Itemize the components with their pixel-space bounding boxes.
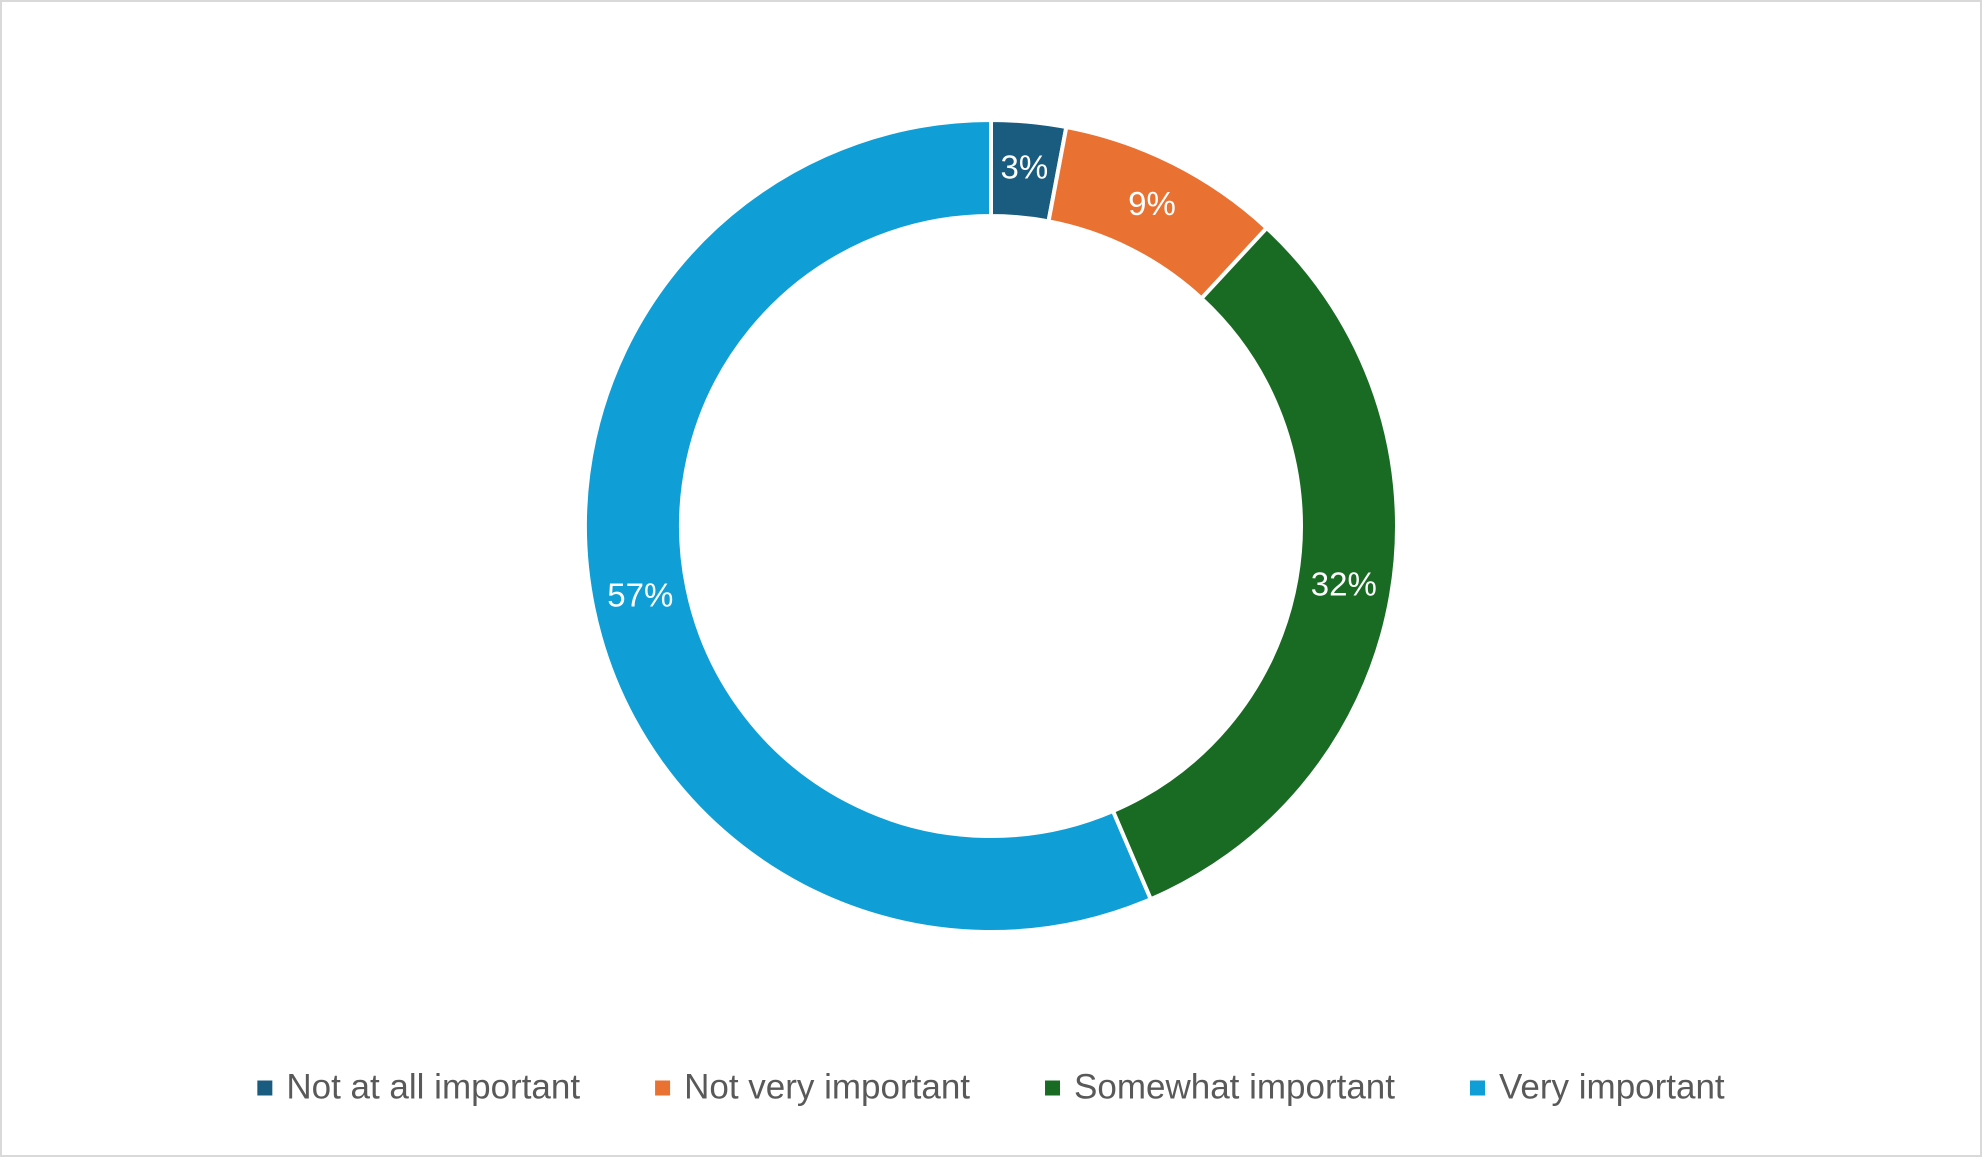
data-label: 3%: [1001, 148, 1049, 185]
legend-label: Somewhat important: [1074, 1067, 1395, 1106]
legend-swatch: [257, 1080, 273, 1096]
legend-label: Not very important: [684, 1067, 970, 1106]
legend-swatch: [1045, 1080, 1061, 1096]
legend-swatch: [1470, 1080, 1486, 1096]
donut-slice: [1110, 225, 1399, 902]
data-label: 32%: [1311, 566, 1377, 603]
data-label: 57%: [607, 577, 673, 614]
data-label: 9%: [1128, 185, 1176, 222]
legend-swatch: [655, 1080, 671, 1096]
donut-slice: [582, 117, 1154, 934]
legend-label: Not at all important: [286, 1067, 580, 1106]
legend-label: Very important: [1499, 1067, 1725, 1106]
